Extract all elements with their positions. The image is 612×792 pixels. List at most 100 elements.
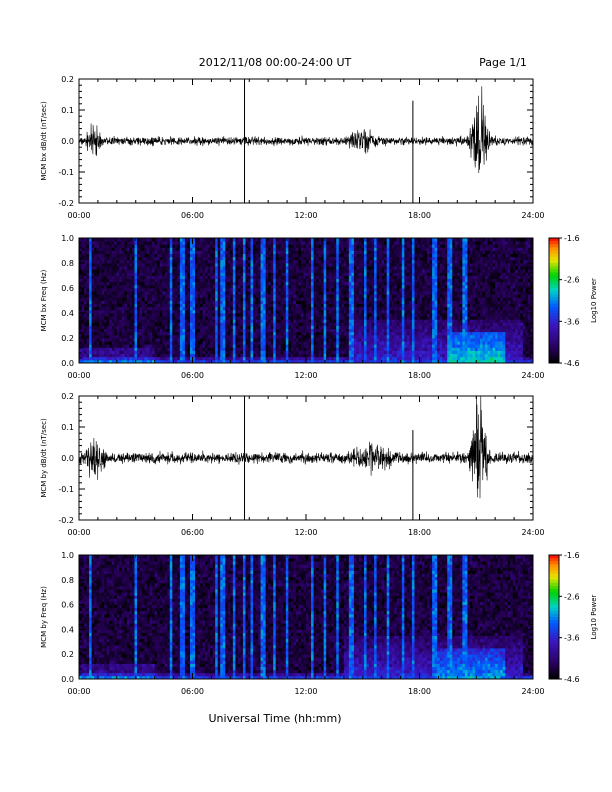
spectrogram-cell xyxy=(152,278,156,283)
spectrogram-cell xyxy=(353,325,357,330)
spectrogram-cell xyxy=(230,253,234,258)
spectrogram-cell xyxy=(288,288,292,292)
spectrogram-cell xyxy=(179,344,183,348)
spectrogram-cell xyxy=(311,269,314,273)
spectrogram-cell xyxy=(101,331,105,336)
spectrogram-cell xyxy=(328,325,332,330)
spectrogram-cell xyxy=(338,338,342,342)
spectrogram-cell xyxy=(265,359,269,364)
spectrogram-cell xyxy=(232,247,236,251)
spectrogram-cell xyxy=(101,319,105,323)
spectrogram-cell xyxy=(275,238,279,242)
spectrogram-cell xyxy=(361,250,365,255)
spectrogram-cell xyxy=(79,284,82,289)
spectrogram-cell xyxy=(371,313,375,317)
spectrogram-cell xyxy=(131,291,135,295)
spectrogram-cell xyxy=(270,263,274,267)
spectrogram-cell xyxy=(326,309,330,314)
spectrogram-cell xyxy=(124,306,128,311)
spectrogram-cell xyxy=(121,269,125,273)
spectrogram-cell xyxy=(225,253,229,258)
spectrogram-cell xyxy=(179,353,183,358)
spectrogram-cell xyxy=(182,325,186,330)
spectrogram-cell xyxy=(268,259,272,264)
spectrogram-cell xyxy=(288,347,292,351)
spectrogram-cell xyxy=(174,322,178,326)
spectrogram-cell xyxy=(179,331,183,336)
spectrogram-cell xyxy=(369,319,372,323)
spectrogram-cell xyxy=(81,338,85,342)
spectrogram-cell xyxy=(124,275,128,280)
spectrogram-cell xyxy=(174,303,178,308)
spectrogram-cell xyxy=(189,275,193,280)
spectrogram-cell xyxy=(142,275,145,280)
spectrogram-cell xyxy=(311,319,314,323)
spectrogram-cell xyxy=(298,259,302,264)
spectrogram-cell xyxy=(212,241,216,245)
spectrogram-cell xyxy=(361,325,365,330)
spectrogram-cell xyxy=(295,269,299,273)
spectrogram-cell xyxy=(283,275,287,280)
spectrogram-cell xyxy=(240,300,244,305)
spectrogram-cell xyxy=(94,272,98,276)
spectrogram-cell xyxy=(217,338,221,342)
spectrogram-cell xyxy=(356,309,360,314)
spectrogram-cell xyxy=(79,319,82,323)
spectrogram-cell xyxy=(220,334,224,339)
spectrogram-cell xyxy=(295,288,299,292)
spectrogram-cell xyxy=(174,300,178,305)
spectrogram-cell xyxy=(280,347,284,351)
spectrogram-cell xyxy=(336,322,340,326)
spectrogram-cell xyxy=(288,244,292,248)
spectrogram-cell xyxy=(338,247,342,251)
spectrogram-cell xyxy=(364,294,367,298)
spectrogram-cell xyxy=(109,347,113,351)
spectrogram-cell xyxy=(91,241,95,245)
spectrogram-cell xyxy=(164,284,168,289)
spectrogram-cell xyxy=(134,272,138,276)
spectrogram-cell xyxy=(149,350,153,355)
spectrogram-cell xyxy=(152,256,156,261)
spectrogram-cell xyxy=(247,256,251,261)
spectrogram-cell xyxy=(101,350,105,355)
spectrogram-cell xyxy=(210,338,214,342)
spectrogram-cell xyxy=(343,250,347,255)
spectrogram-cell xyxy=(331,269,335,273)
spectrogram-cell xyxy=(356,334,360,339)
spectrogram-cell xyxy=(341,288,345,292)
spectrogram-cell xyxy=(129,334,133,339)
spectrogram-cell xyxy=(263,256,267,261)
spectrogram-cell xyxy=(225,256,229,261)
spectrogram-cell xyxy=(333,256,337,261)
spectrogram-cell xyxy=(253,313,256,317)
spectrogram-cell xyxy=(114,275,118,280)
spectrogram-cell xyxy=(298,241,302,245)
spectrogram-cell xyxy=(137,294,140,298)
spectrogram-cell xyxy=(182,300,186,305)
spectrogram-cell xyxy=(81,294,85,298)
spectrogram-cell xyxy=(106,288,110,292)
spectrogram-cell xyxy=(295,256,299,261)
spectrogram-cell xyxy=(119,353,123,358)
spectrogram-cell xyxy=(338,244,342,248)
spectrogram-cell xyxy=(346,269,350,273)
spectrogram-cell xyxy=(255,344,259,348)
spectrogram-cell xyxy=(142,269,145,273)
spectrogram-cell xyxy=(119,334,123,339)
spectrogram-cell xyxy=(366,359,370,364)
spectrogram-cell xyxy=(205,294,209,298)
spectrogram-cell xyxy=(371,241,375,245)
spectrogram-cell xyxy=(192,300,196,305)
spectrogram-cell xyxy=(222,350,226,355)
spectrogram-cell xyxy=(353,341,357,345)
spectrogram-cell xyxy=(152,263,156,267)
spectrogram-cell xyxy=(210,247,214,251)
spectrogram-cell xyxy=(381,303,385,308)
spectrogram-cell xyxy=(144,359,148,364)
spectrogram-cell xyxy=(295,356,299,361)
spectrogram-cell xyxy=(197,269,201,273)
spectrogram-cell xyxy=(101,306,105,311)
spectrogram-cell xyxy=(338,353,342,358)
y-tick-label: -0.1 xyxy=(58,168,74,177)
spectrogram-cell xyxy=(255,266,259,270)
